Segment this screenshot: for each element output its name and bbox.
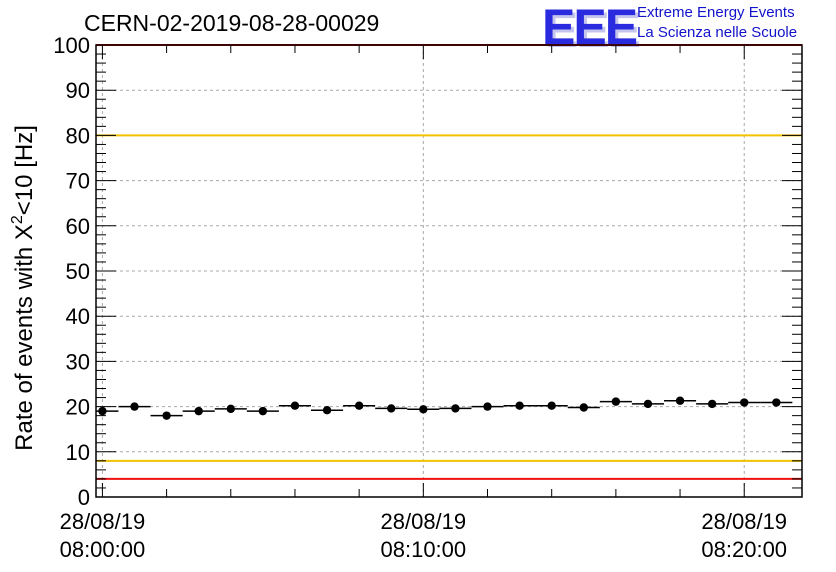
data-point bbox=[419, 405, 428, 414]
data-point bbox=[290, 401, 300, 410]
y-axis-title-tail: <10 [Hz] bbox=[11, 125, 38, 215]
chart-title: CERN-02-2019-08-28-00029 bbox=[84, 10, 380, 36]
y-axis-title-superscript: 2 bbox=[9, 215, 26, 224]
y-tick-label: 20 bbox=[66, 395, 90, 420]
data-point bbox=[515, 401, 524, 410]
x-tick-label-time: 08:20:00 bbox=[701, 537, 787, 562]
y-tick-label: 0 bbox=[78, 485, 90, 510]
logo-subtitle-line1: Extreme Energy Events bbox=[637, 4, 795, 21]
data-point bbox=[354, 401, 364, 410]
y-axis-title: Rate of events with X2<10 [Hz] bbox=[9, 125, 38, 451]
y-tick-label: 90 bbox=[66, 78, 90, 103]
tick-labels: 0 10 20 30 40 50 60 70 80 90 100 28/08/19 08:00:00 28… bbox=[53, 33, 787, 562]
x-tick-label-date: 28/08/19 bbox=[381, 509, 467, 534]
data-point bbox=[772, 398, 781, 407]
y-tick-label: 50 bbox=[66, 259, 90, 284]
x-tick-label-date: 28/08/19 bbox=[701, 509, 787, 534]
y-tick-label: 70 bbox=[66, 169, 90, 194]
data-point bbox=[322, 406, 332, 415]
data-series bbox=[96, 396, 793, 420]
y-tick-label: 60 bbox=[66, 214, 90, 239]
plot-frame bbox=[95, 44, 803, 498]
y-tick-label: 80 bbox=[66, 123, 90, 148]
data-point bbox=[162, 411, 171, 420]
y-tick-label: 10 bbox=[66, 440, 90, 465]
x-tick-label-time: 08:10:00 bbox=[381, 537, 467, 562]
data-point bbox=[483, 402, 492, 411]
y-tick-label: 40 bbox=[66, 304, 90, 329]
data-point bbox=[98, 406, 107, 416]
data-point bbox=[258, 406, 268, 416]
data-point bbox=[194, 406, 203, 416]
data-point bbox=[643, 399, 653, 409]
data-point bbox=[611, 397, 621, 406]
y-axis-title-main: Rate of events with X bbox=[11, 224, 38, 451]
data-point bbox=[547, 401, 556, 410]
data-point bbox=[226, 404, 235, 414]
axis-ticks bbox=[96, 44, 802, 498]
logo-subtitle-line2: La Scienza nelle Scuole bbox=[637, 24, 798, 41]
reference-lines bbox=[96, 44, 802, 480]
data-point bbox=[740, 398, 749, 407]
y-tick-label: 30 bbox=[66, 349, 90, 374]
x-tick-label-time: 08:00:00 bbox=[60, 537, 146, 562]
data-point bbox=[451, 404, 460, 413]
data-point bbox=[579, 403, 588, 412]
data-point bbox=[130, 402, 139, 411]
grid-lines bbox=[96, 45, 802, 497]
data-point bbox=[675, 396, 685, 405]
data-point bbox=[387, 404, 396, 413]
x-tick-label-date: 28/08/19 bbox=[60, 509, 146, 534]
data-point bbox=[707, 399, 717, 409]
y-tick-label: 100 bbox=[53, 33, 90, 58]
